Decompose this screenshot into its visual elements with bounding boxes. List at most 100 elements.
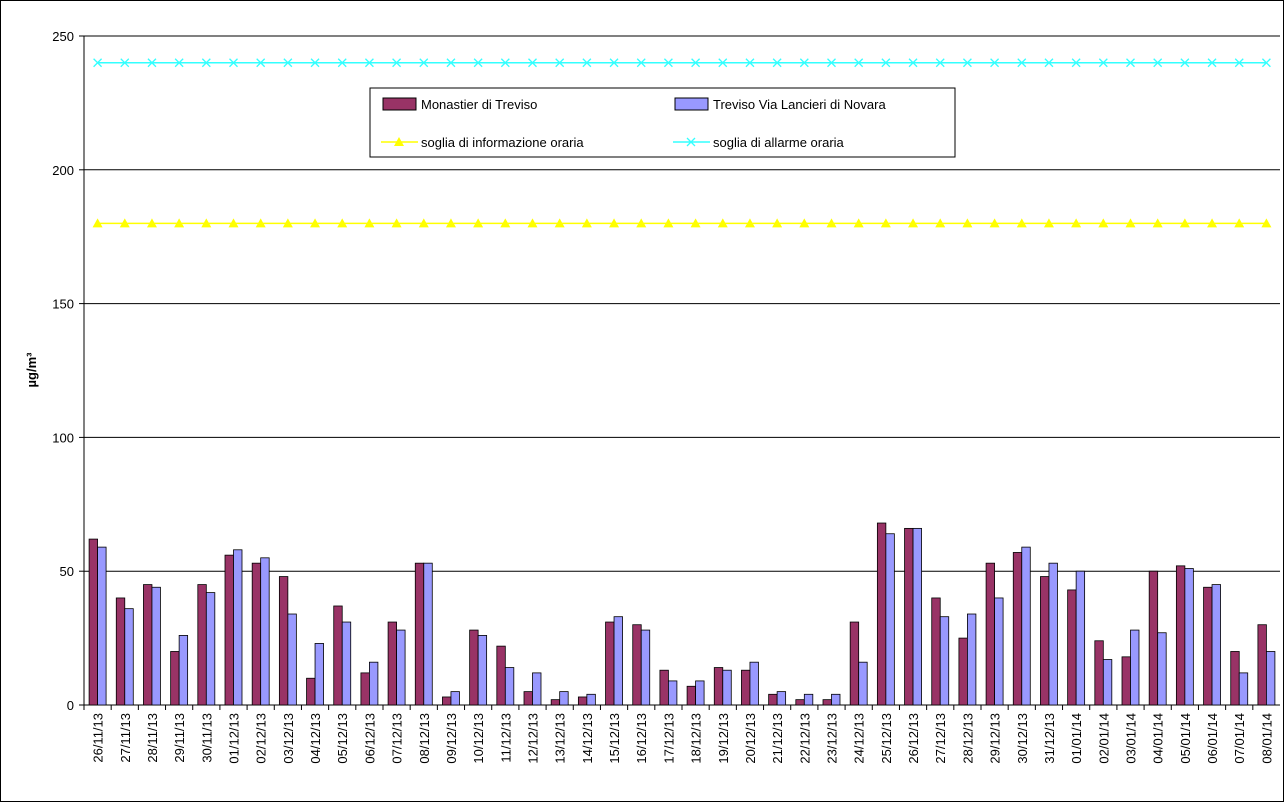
line-marker — [147, 58, 157, 68]
line-marker — [663, 218, 674, 228]
line-marker — [392, 58, 402, 68]
line-marker — [799, 218, 810, 228]
bar — [1130, 629, 1140, 706]
bar — [233, 549, 243, 706]
line-marker — [201, 218, 212, 228]
bar — [341, 621, 352, 706]
line-marker — [581, 218, 592, 228]
line-marker — [1098, 58, 1108, 68]
bar — [504, 667, 515, 706]
x-tick-label: 21/12/13 — [770, 713, 785, 764]
line-marker — [1098, 218, 1109, 228]
line-marker — [772, 218, 783, 228]
line-marker — [908, 218, 919, 228]
legend-label: Treviso Via Lancieri di Novara — [713, 97, 886, 112]
bar — [958, 637, 968, 706]
bar — [695, 680, 705, 706]
y-tick-label: 50 — [60, 564, 74, 579]
line-marker — [418, 218, 429, 228]
bar — [369, 661, 379, 706]
bar — [224, 554, 234, 706]
bar — [1021, 546, 1031, 706]
line-marker — [337, 218, 348, 228]
bar — [904, 527, 914, 706]
bar — [251, 562, 262, 706]
bar — [1075, 570, 1086, 706]
x-tick-label: 30/11/13 — [199, 713, 214, 763]
y-tick-label: 200 — [52, 163, 74, 178]
line-marker — [228, 218, 239, 228]
line-marker — [174, 58, 184, 68]
bar — [205, 592, 216, 706]
bar — [333, 605, 343, 706]
x-tick-label: 29/11/13 — [172, 713, 187, 763]
x-tick-label: 18/12/13 — [689, 713, 704, 764]
bar — [985, 562, 995, 706]
line-marker — [962, 218, 973, 228]
bar — [994, 597, 1004, 706]
y-tick-label: 150 — [52, 297, 74, 312]
x-tick-label: 27/12/13 — [933, 713, 948, 764]
bar — [1102, 659, 1113, 706]
bar — [803, 693, 814, 706]
x-tick-label: 23/12/13 — [825, 713, 840, 764]
bar — [912, 527, 922, 706]
line-marker — [500, 58, 510, 68]
x-tick-label: 25/12/13 — [879, 713, 894, 764]
x-tick-label: 16/12/13 — [634, 713, 649, 764]
line-marker — [1126, 58, 1135, 68]
line-marker — [119, 218, 130, 228]
line-marker — [1180, 58, 1190, 68]
bar — [278, 576, 289, 706]
legend-swatch — [382, 97, 417, 111]
line-marker — [989, 218, 1000, 228]
bar — [532, 672, 542, 706]
x-tick-label: 01/01/14 — [1069, 713, 1084, 764]
line-marker — [609, 218, 620, 228]
y-tick-label: 100 — [52, 430, 74, 445]
line-marker — [582, 58, 592, 68]
bar — [640, 629, 651, 706]
legend-label: soglia di informazione oraria — [421, 135, 584, 150]
x-tick-label: 08/01/14 — [1259, 713, 1274, 764]
bar — [414, 562, 425, 706]
bar — [1067, 589, 1077, 706]
bar — [450, 691, 460, 706]
bar — [939, 616, 950, 706]
bar — [387, 621, 397, 706]
bar — [1257, 624, 1267, 706]
line-marker — [282, 218, 293, 228]
legend-label: soglia di allarme oraria — [713, 135, 845, 150]
x-tick-label: 11/12/13 — [498, 713, 513, 763]
line-marker — [1152, 218, 1163, 228]
line-marker — [935, 218, 946, 228]
bar — [586, 693, 596, 706]
bar — [1012, 552, 1023, 706]
legend-swatch — [674, 97, 709, 111]
bar — [822, 699, 832, 706]
line-marker — [146, 218, 157, 228]
line-marker — [364, 218, 375, 228]
x-tick-label: 28/12/13 — [960, 713, 975, 764]
y-tick-label: 250 — [52, 29, 74, 44]
line-marker — [473, 58, 483, 68]
y-axis-label: µg/m³ — [24, 352, 39, 388]
bar — [170, 651, 180, 706]
line-marker — [690, 218, 701, 228]
x-tick-label: 19/12/13 — [716, 713, 731, 764]
x-tick-label: 04/12/13 — [308, 713, 323, 764]
bar — [550, 699, 561, 706]
bar — [1266, 651, 1276, 706]
bar — [605, 621, 615, 706]
line-marker — [1017, 58, 1027, 68]
bar — [849, 621, 860, 706]
line-marker — [717, 218, 728, 228]
line-marker — [419, 58, 429, 68]
line-marker — [1234, 58, 1244, 68]
x-tick-label: 27/11/13 — [118, 713, 133, 763]
x-tick-label: 02/12/13 — [254, 713, 269, 764]
bar — [423, 562, 433, 706]
line-marker — [1207, 218, 1218, 228]
line-marker — [636, 58, 646, 68]
bar — [885, 533, 895, 706]
